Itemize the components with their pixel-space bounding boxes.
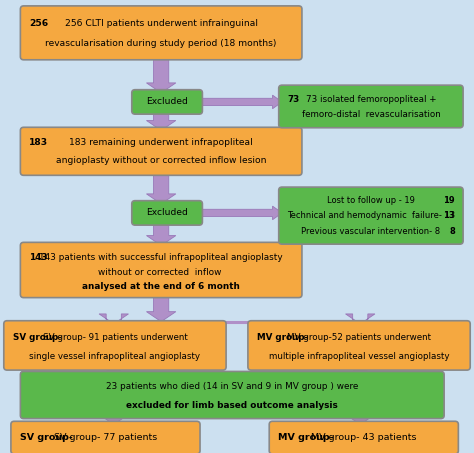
FancyBboxPatch shape [20,6,302,60]
Polygon shape [146,294,176,322]
Text: Lost to follow up - 19: Lost to follow up - 19 [327,196,415,205]
Text: analysed at the end of 6 month: analysed at the end of 6 month [82,282,240,291]
Text: multiple infrapopliteal vessel angioplasty: multiple infrapopliteal vessel angioplas… [269,352,449,361]
FancyBboxPatch shape [269,421,458,453]
Polygon shape [346,365,375,375]
Text: SV group- 77 patients: SV group- 77 patients [54,433,157,442]
Text: femoro-distal  revascularisation: femoro-distal revascularisation [301,110,440,119]
Text: Previous vascular intervention- 8: Previous vascular intervention- 8 [301,227,440,236]
Text: 183: 183 [29,139,48,148]
Polygon shape [99,314,128,324]
Polygon shape [146,222,176,246]
Polygon shape [99,414,128,424]
FancyBboxPatch shape [20,371,444,419]
Polygon shape [146,172,176,204]
Text: 13: 13 [443,211,455,220]
FancyBboxPatch shape [20,127,302,175]
Text: 19: 19 [443,196,455,205]
Polygon shape [199,206,282,220]
Polygon shape [99,365,128,375]
Polygon shape [346,414,375,424]
Text: revascularisation during study period (18 months): revascularisation during study period (1… [46,39,277,48]
FancyBboxPatch shape [248,321,470,370]
Text: 256 CLTI patients underwent infrainguinal: 256 CLTI patients underwent infrainguina… [64,19,258,28]
Text: 8: 8 [449,227,455,236]
FancyBboxPatch shape [20,242,302,298]
Text: Technical and hemodynamic  failure- 13: Technical and hemodynamic failure- 13 [287,211,455,220]
Text: SV group- 91 patients underwent: SV group- 91 patients underwent [43,333,187,342]
FancyBboxPatch shape [132,90,202,114]
Text: Excluded: Excluded [146,97,188,106]
Text: 73: 73 [288,96,300,105]
Text: MV group-52 patients underwent: MV group-52 patients underwent [287,333,431,342]
Text: Excluded: Excluded [146,208,188,217]
Text: without or corrected  inflow: without or corrected inflow [98,268,224,277]
Text: SV group-: SV group- [13,333,62,342]
Text: excluded for limb based outcome analysis: excluded for limb based outcome analysis [127,401,338,410]
Text: 143: 143 [29,253,48,262]
Polygon shape [146,111,176,130]
FancyBboxPatch shape [132,201,202,225]
FancyBboxPatch shape [279,187,463,244]
Text: MV group-: MV group- [257,333,308,342]
Text: MV group- 43 patients: MV group- 43 patients [311,433,417,442]
FancyBboxPatch shape [4,321,226,370]
Text: 23 patients who died (14 in SV and 9 in MV group ) were: 23 patients who died (14 in SV and 9 in … [106,382,358,391]
Text: angioplasty without or corrected inflow lesion: angioplasty without or corrected inflow … [56,156,266,165]
Text: 183 remaining underwent infrapopliteal: 183 remaining underwent infrapopliteal [69,139,253,148]
Polygon shape [346,314,375,324]
Text: single vessel infrapopliteal angioplasty: single vessel infrapopliteal angioplasty [29,352,201,361]
Text: SV group-: SV group- [20,433,73,442]
Polygon shape [146,57,176,93]
Polygon shape [199,95,282,109]
FancyBboxPatch shape [279,85,463,128]
Text: MV group-: MV group- [278,433,334,442]
Text: 73 isolated femoropopliteal +: 73 isolated femoropopliteal + [306,96,436,105]
Text: 143 patients with successful infrapopliteal angioplasty: 143 patients with successful infrapoplit… [39,253,283,262]
Text: 256: 256 [29,19,48,28]
FancyBboxPatch shape [11,421,200,453]
